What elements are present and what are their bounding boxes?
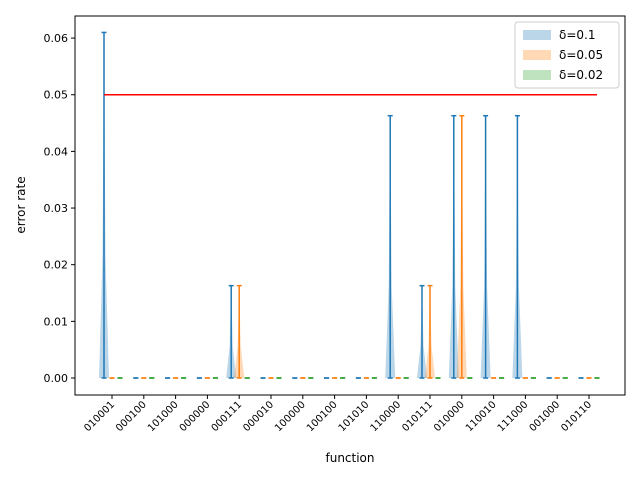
x-tick-label: 100000 xyxy=(273,399,308,434)
x-tick-label: 100100 xyxy=(305,399,340,434)
x-tick-label: 110010 xyxy=(464,399,499,434)
x-tick-label: 110000 xyxy=(369,399,404,434)
x-tick-label: 101000 xyxy=(146,399,181,434)
plot-frame xyxy=(74,15,626,396)
legend-swatch xyxy=(523,50,551,60)
x-tick-label: 000100 xyxy=(114,399,149,434)
x-axis-label: function xyxy=(325,451,374,465)
y-tick-label: 0.04 xyxy=(44,145,69,158)
y-tick-label: 0.03 xyxy=(44,202,69,215)
x-tick-label: 111000 xyxy=(496,399,531,434)
x-tick-label: 010111 xyxy=(400,399,435,434)
x-tick-label: 010110 xyxy=(559,399,594,434)
y-tick-label: 0.00 xyxy=(44,372,69,385)
x-tick-label: 000010 xyxy=(241,399,276,434)
x-tick-label: 101010 xyxy=(337,399,372,434)
legend-label: δ=0.05 xyxy=(559,48,603,62)
x-tick-label: 010000 xyxy=(432,399,467,434)
x-tick-label: 010001 xyxy=(82,399,117,434)
y-tick-label: 0.06 xyxy=(44,32,69,45)
y-axis-label: error rate xyxy=(14,176,28,233)
legend-label: δ=0.1 xyxy=(559,28,595,42)
x-tick-label: 001000 xyxy=(528,399,563,434)
legend-swatch xyxy=(523,70,551,80)
legend-swatch xyxy=(523,30,551,40)
y-tick-label: 0.01 xyxy=(44,315,69,328)
legend-box xyxy=(514,21,620,89)
x-tick-label: 000000 xyxy=(178,399,213,434)
y-tick-label: 0.02 xyxy=(44,259,69,272)
legend-label: δ=0.02 xyxy=(559,68,603,82)
y-tick-label: 0.05 xyxy=(44,89,69,102)
x-tick-label: 000111 xyxy=(210,399,245,434)
